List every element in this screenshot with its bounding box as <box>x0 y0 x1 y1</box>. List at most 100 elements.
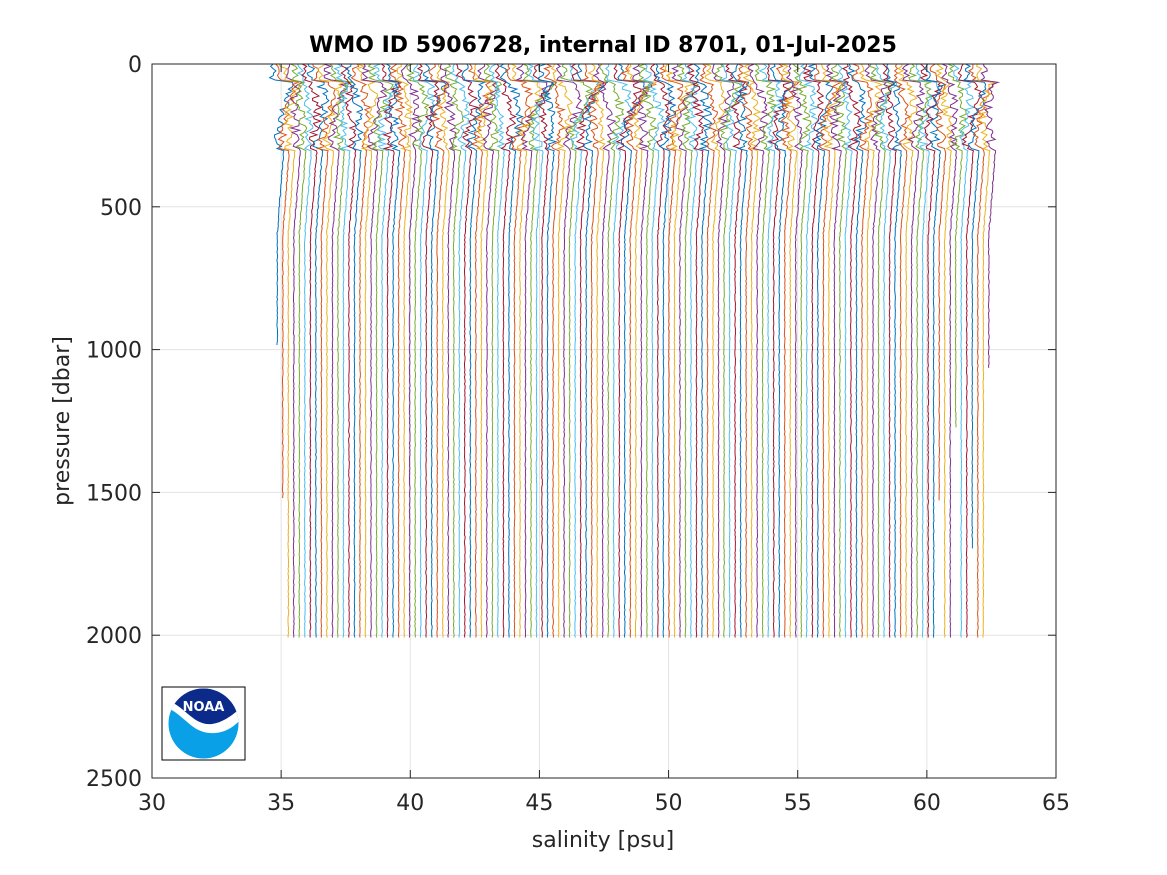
profile-line <box>555 63 584 638</box>
profile-line <box>792 63 812 638</box>
profile-line <box>875 63 898 638</box>
profile-line <box>858 63 884 638</box>
profile-line <box>836 63 853 638</box>
profile-line <box>693 63 713 638</box>
profile-line <box>449 63 471 638</box>
profile-line <box>741 63 762 638</box>
profile-line <box>885 63 903 638</box>
profile-line <box>592 63 617 638</box>
profile-line <box>737 63 754 638</box>
profile-line <box>976 63 998 638</box>
profile-line <box>852 63 875 638</box>
x-tick-label: 65 <box>1042 791 1070 816</box>
profile-line <box>570 63 608 638</box>
profile-line <box>769 63 797 638</box>
profile-line <box>617 63 651 638</box>
profile-line <box>423 63 448 638</box>
profile-line <box>882 63 897 638</box>
profile-line <box>538 63 558 638</box>
profile-line <box>754 63 778 638</box>
profile-line <box>714 63 743 638</box>
profile-line <box>935 63 953 638</box>
profile-line <box>576 63 609 638</box>
profile-line <box>275 63 301 499</box>
profile-line <box>340 63 357 638</box>
profile-line <box>412 63 437 638</box>
profile-line <box>864 63 892 638</box>
profile-line <box>704 63 726 638</box>
profile-line <box>775 63 800 638</box>
profile-line <box>467 63 492 638</box>
y-tick-label: 500 <box>100 196 142 221</box>
profile-line <box>821 63 844 638</box>
profile-line <box>317 63 346 638</box>
profile-line <box>296 63 314 638</box>
profile-line <box>799 63 820 638</box>
profile-line <box>766 63 792 638</box>
profile-line <box>323 63 351 638</box>
profile-line <box>461 63 487 638</box>
profile-line <box>901 63 926 638</box>
profile-line <box>896 63 918 638</box>
profile-line <box>428 63 450 638</box>
profile-line <box>350 63 373 638</box>
profile-line <box>511 63 544 638</box>
profiles-layer <box>268 63 1001 638</box>
profile-line <box>569 63 601 638</box>
profile-line <box>825 63 848 638</box>
axes-frame <box>151 63 1057 779</box>
profile-line <box>637 63 659 638</box>
profile-line <box>504 63 534 638</box>
profile-line <box>301 63 323 638</box>
profile-line <box>829 63 850 638</box>
y-axis-label: pressure [dbar] <box>50 336 75 506</box>
x-tick-label: 55 <box>784 791 812 816</box>
profile-line <box>613 63 642 638</box>
profile-line <box>306 63 330 638</box>
profile-line <box>372 63 398 638</box>
x-tick-label: 40 <box>396 791 424 816</box>
axes-box <box>151 63 1057 779</box>
profile-line <box>472 63 497 638</box>
profile-line <box>360 63 388 638</box>
profile-line <box>290 63 308 638</box>
profile-line <box>329 63 354 638</box>
y-tick-label: 2000 <box>86 624 142 649</box>
x-tick-label: 50 <box>655 791 683 816</box>
profile-line <box>929 63 947 501</box>
profile-line <box>758 63 786 638</box>
x-tick-label: 30 <box>138 791 166 816</box>
profile-line <box>924 63 947 638</box>
profile-line <box>605 63 632 638</box>
profile-line <box>957 63 983 638</box>
profile-line <box>893 63 912 638</box>
chart-title: WMO ID 5906728, internal ID 8701, 01-Jul… <box>309 33 897 58</box>
y-tick-label: 2500 <box>86 767 142 792</box>
profile-line <box>439 63 457 638</box>
profile-line <box>814 63 844 638</box>
profile-line <box>436 63 450 638</box>
profile-line <box>543 63 566 638</box>
profile-line <box>367 63 394 638</box>
profile-line <box>599 63 625 638</box>
profile-line <box>725 63 748 638</box>
profile-line <box>400 63 422 638</box>
profile-line <box>483 63 503 638</box>
profile-line <box>532 63 553 638</box>
profile-line <box>406 63 430 638</box>
profile-line <box>581 63 607 638</box>
profile-line <box>620 63 658 638</box>
profile-line <box>416 63 441 638</box>
profile-line <box>671 63 695 638</box>
profile-line <box>676 63 700 638</box>
profile-line <box>494 63 517 638</box>
profile-line <box>962 63 987 549</box>
profile-line <box>680 63 700 638</box>
profile-line <box>686 63 705 638</box>
profile-line <box>747 63 770 638</box>
profile-line <box>626 63 658 638</box>
profile-line <box>785 63 804 638</box>
y-tick-label: 1500 <box>86 481 142 506</box>
